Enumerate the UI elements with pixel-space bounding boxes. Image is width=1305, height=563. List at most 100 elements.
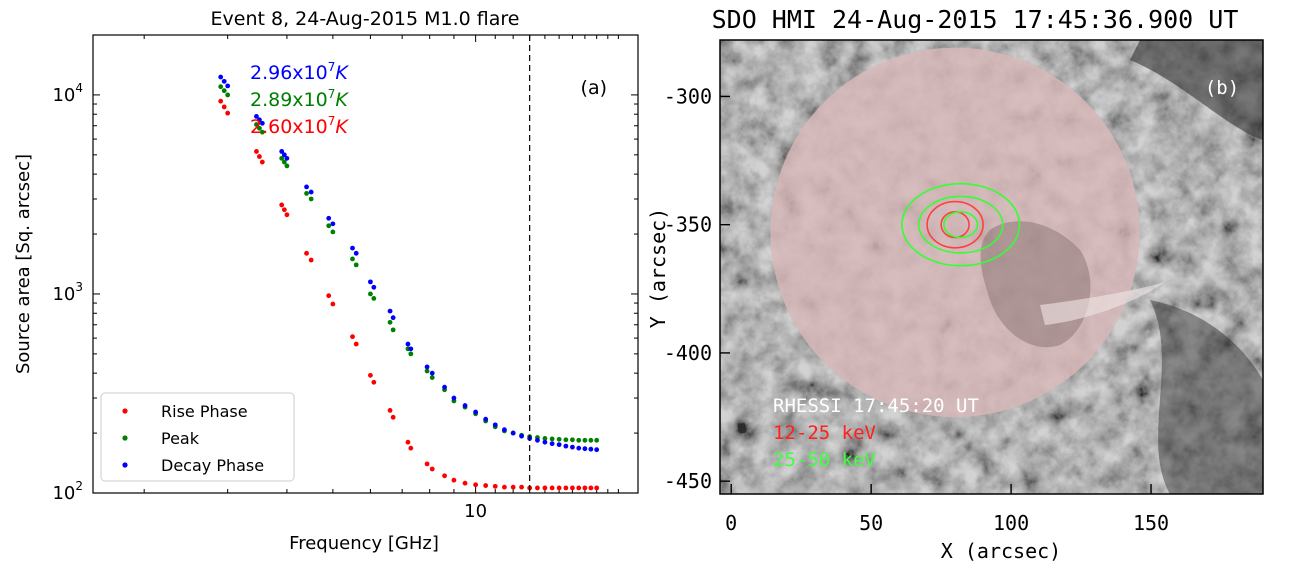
panel-b-ytick-label: -300 xyxy=(664,84,712,108)
data-point xyxy=(492,422,498,428)
panel-b-xlabel: X (arcsec) xyxy=(941,539,1061,563)
panel-a-xtick-label: 10 xyxy=(464,501,487,522)
data-point xyxy=(304,184,309,190)
data-point xyxy=(429,370,435,376)
data-point xyxy=(368,279,373,285)
data-point xyxy=(279,149,285,154)
data-point xyxy=(563,437,569,443)
data-point xyxy=(218,84,224,90)
data-point xyxy=(353,262,359,268)
panel-a-ylabel: Source area [Sq. arcsec] xyxy=(13,154,34,374)
legend-label-peak: Peak xyxy=(161,429,200,448)
data-point xyxy=(308,196,314,202)
panel-a-xlabel: Frequency [GHz] xyxy=(289,533,439,554)
data-point xyxy=(259,120,265,126)
data-point xyxy=(221,78,227,84)
data-point xyxy=(390,327,396,333)
contour-line xyxy=(943,211,979,239)
temperature-label: 2.89x107K xyxy=(250,87,349,111)
data-point xyxy=(350,256,355,262)
panel-b-xtick-label: 0 xyxy=(725,511,737,535)
data-point xyxy=(549,485,555,491)
data-point xyxy=(254,114,259,119)
data-point xyxy=(279,155,285,161)
data-point xyxy=(326,223,332,229)
data-point xyxy=(570,444,575,450)
data-point xyxy=(462,403,468,408)
data-point xyxy=(576,485,582,491)
data-point xyxy=(556,485,562,491)
data-point xyxy=(254,122,259,127)
data-point xyxy=(368,372,373,378)
data-point xyxy=(284,155,290,161)
data-point xyxy=(390,315,396,321)
data-point xyxy=(218,74,224,80)
data-point xyxy=(405,439,411,445)
data-point xyxy=(542,436,548,441)
panel-b-plot-frame xyxy=(719,39,1264,495)
magnetogram-image xyxy=(720,40,1263,494)
data-point xyxy=(510,484,516,490)
data-point xyxy=(257,117,262,123)
data-point xyxy=(225,83,231,89)
data-point xyxy=(221,104,227,110)
band-12-25-label: 12-25 keV xyxy=(773,422,876,444)
data-point xyxy=(582,446,588,452)
panel-b-ytick-label: -350 xyxy=(664,213,712,237)
data-point xyxy=(371,284,377,290)
data-point xyxy=(330,301,336,307)
data-point xyxy=(519,433,524,439)
panel-a-ytick-label: 104 xyxy=(52,81,83,106)
data-point xyxy=(429,466,435,472)
data-point xyxy=(281,159,287,165)
data-point xyxy=(502,484,507,490)
panel-a-title: Event 8, 24-Aug-2015 M1.0 flare xyxy=(211,8,520,30)
data-point xyxy=(451,477,457,483)
data-point xyxy=(576,437,582,443)
data-point xyxy=(254,149,259,154)
data-point xyxy=(259,129,265,135)
data-point xyxy=(304,250,309,256)
data-point xyxy=(257,125,262,131)
data-point xyxy=(408,351,414,357)
temperature-labels: 2.96x107K 2.89x107K 2.60x107K xyxy=(250,60,349,138)
data-point xyxy=(535,437,540,443)
panel-b-title: SDO HMI 24-Aug-2015 17:45:36.900 UT xyxy=(712,5,1239,34)
panel-b-xtick-label: 100 xyxy=(993,511,1029,535)
panel-b-axes: 0 50 100 150 -300 -350 -400 -450 xyxy=(664,84,1169,535)
data-point xyxy=(424,364,430,370)
data-point xyxy=(462,480,468,486)
data-point xyxy=(549,436,555,442)
data-point xyxy=(225,110,231,116)
data-point xyxy=(424,461,430,467)
data-point xyxy=(353,341,359,347)
data-point xyxy=(588,485,594,491)
panel-b: SDO HMI 24-Aug-2015 17:45:36.900 UT 0 50 1… xyxy=(646,5,1264,563)
rhessi-contours xyxy=(901,182,1021,267)
panel-b-ylabel: Y (arcsec) xyxy=(646,208,670,328)
data-point xyxy=(330,221,336,227)
data-point xyxy=(429,375,435,380)
data-point xyxy=(218,98,224,104)
panel-b-xtick-label: 50 xyxy=(859,511,883,535)
dark-region-top-right xyxy=(1130,40,1263,140)
band-25-50-label: 25-50 keV xyxy=(773,449,876,471)
panel-a-legend: Rise Phase Peak Decay Phase xyxy=(100,392,295,482)
data-point xyxy=(492,483,498,489)
data-point xyxy=(308,257,314,263)
rhessi-time-label: RHESSI 17:45:20 UT xyxy=(773,395,979,417)
data-point xyxy=(588,437,594,443)
data-point xyxy=(594,437,600,443)
panel-b-xtick-label: 150 xyxy=(1133,511,1169,535)
data-point xyxy=(473,409,479,415)
data-point xyxy=(326,215,332,221)
data-point xyxy=(542,485,548,491)
legend-box xyxy=(100,392,295,482)
panel-a: Event 8, 24-Aug-2015 M1.0 flare 10 102 103… xyxy=(13,8,639,554)
data-point xyxy=(304,191,309,196)
data-point xyxy=(594,485,600,491)
data-point xyxy=(330,229,336,235)
data-point xyxy=(563,485,569,491)
data-point xyxy=(556,442,562,448)
